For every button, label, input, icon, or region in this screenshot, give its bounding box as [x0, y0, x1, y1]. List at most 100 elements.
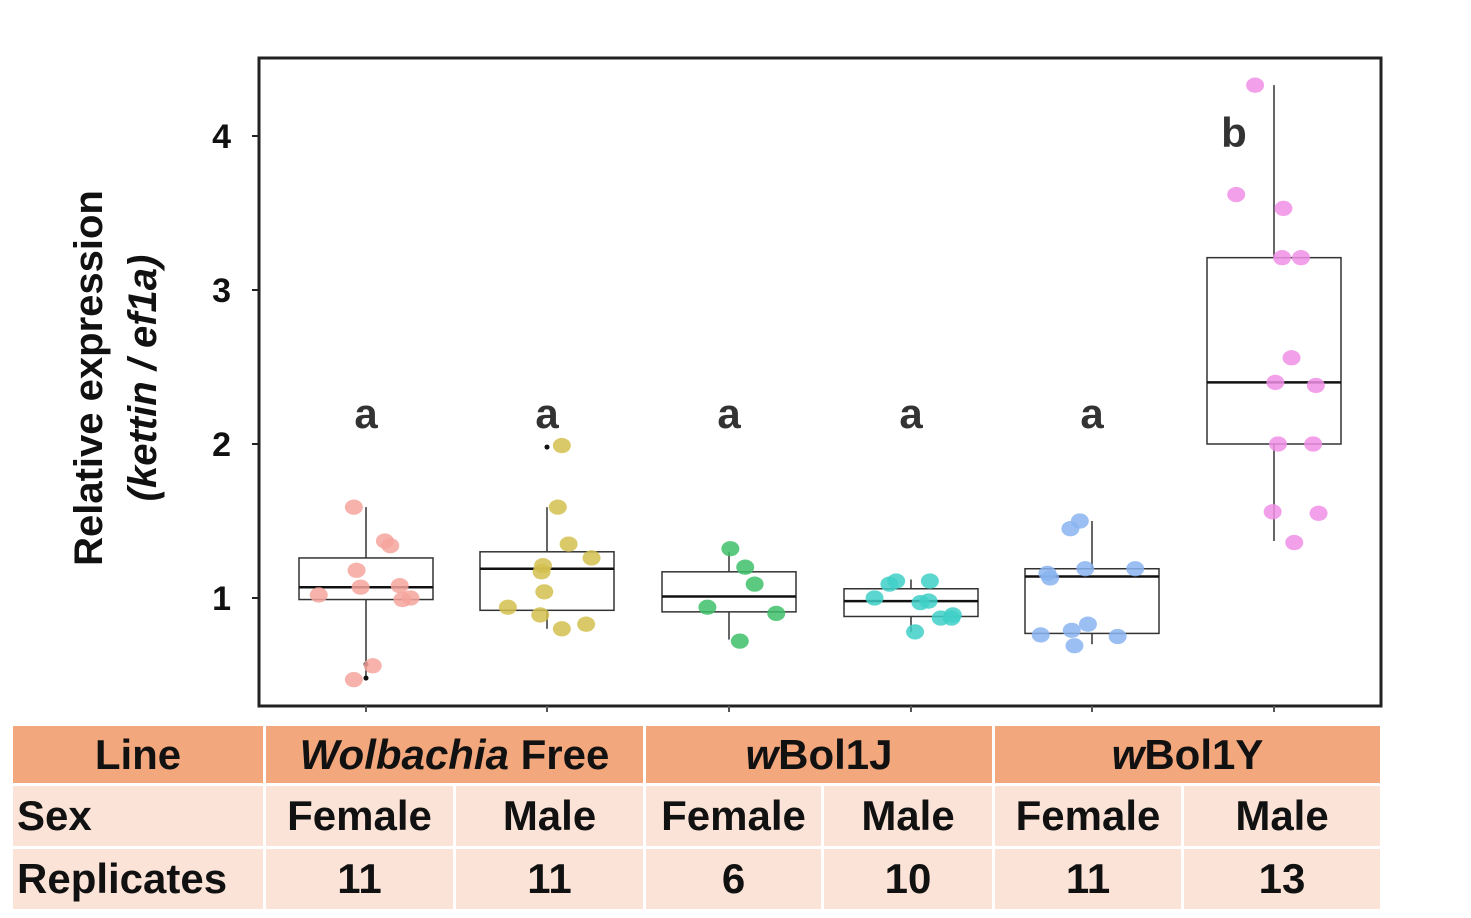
outlier-point	[544, 444, 550, 450]
group-2: a	[479, 390, 615, 637]
line-name-italic: w	[1111, 730, 1145, 778]
plot-frame	[257, 56, 1383, 708]
data-point	[344, 499, 363, 515]
y-tick-label: 3	[212, 272, 231, 310]
data-point	[887, 573, 906, 589]
data-point	[1070, 513, 1089, 529]
data-point	[736, 559, 755, 575]
sex-cell: Female	[266, 786, 453, 846]
data-point	[390, 578, 409, 594]
data-point	[1076, 561, 1095, 577]
data-point	[577, 616, 596, 632]
data-point	[942, 610, 961, 626]
data-point	[498, 599, 517, 615]
data-point	[363, 658, 382, 674]
line-header: Line	[13, 726, 263, 783]
group-4: a	[843, 390, 979, 640]
significance-letter: a	[899, 390, 923, 437]
sex-cell: Female	[646, 786, 821, 846]
group-1: a	[298, 390, 434, 688]
replicates-cell: 10	[824, 849, 993, 909]
sex-header: Sex	[13, 786, 263, 846]
data-point	[865, 590, 884, 606]
data-point	[552, 621, 571, 637]
data-point	[1266, 374, 1285, 391]
data-point	[919, 593, 938, 609]
significance-letter: a	[354, 390, 378, 437]
data-point	[552, 437, 571, 454]
line-name-rest: Bol1J	[778, 730, 893, 778]
replicates-cell: 6	[646, 849, 821, 909]
data-point	[344, 671, 363, 688]
group-6: b	[1206, 77, 1342, 551]
sex-cell: Male	[824, 786, 993, 846]
data-point	[767, 605, 786, 622]
significance-letter: a	[1080, 390, 1104, 437]
y-axis-label: Relative expression	[67, 190, 111, 566]
replicates-header: Replicates	[13, 849, 263, 909]
line-wbol1y: wBol1Y	[995, 726, 1381, 783]
data-point	[531, 607, 550, 623]
data-point	[906, 624, 925, 640]
data-point	[1062, 622, 1081, 638]
data-point	[1263, 504, 1282, 520]
sex-row: Sex Female Male Female Male Female Male	[13, 786, 1381, 846]
data-point	[730, 633, 749, 649]
data-point	[532, 564, 551, 580]
y-tick-label: 2	[212, 426, 231, 464]
data-point	[559, 536, 578, 552]
data-point	[698, 599, 717, 615]
data-point	[1285, 534, 1304, 551]
y-tick-label: 4	[212, 118, 231, 156]
data-point	[1292, 250, 1310, 266]
line-name-italic: Wolbachia	[299, 730, 509, 778]
iqr-box	[843, 588, 979, 618]
y-axis: 1 2 3 4	[212, 118, 259, 618]
data-point	[582, 550, 601, 566]
data-point	[1282, 350, 1301, 366]
significance-letter: a	[717, 390, 741, 437]
data-point	[1246, 77, 1265, 93]
data-point	[745, 576, 764, 592]
data-point	[1304, 436, 1323, 452]
data-point	[1273, 250, 1292, 266]
group-legend-table: Line Wolbachia Free wBol1J wBol1Y Sex Fe…	[10, 723, 1383, 912]
significance-letter: b	[1221, 109, 1247, 156]
y-tick-label: 1	[212, 580, 231, 618]
plot-area: a a a a a b	[298, 77, 1342, 688]
data-point	[1309, 505, 1328, 521]
line-name-italic: w	[745, 730, 779, 778]
sex-cell: Female	[995, 786, 1182, 846]
data-point	[1108, 628, 1127, 645]
group-5: a	[1024, 390, 1160, 654]
group-3: a	[661, 390, 797, 649]
sex-cell: Male	[1184, 786, 1381, 846]
replicates-cell: 11	[995, 849, 1182, 909]
replicates-cell: 11	[266, 849, 453, 909]
significance-letter: a	[535, 390, 559, 437]
line-wbol1j: wBol1J	[646, 726, 993, 783]
data-point	[920, 573, 939, 589]
data-point	[1274, 200, 1293, 217]
data-point	[721, 541, 740, 557]
iqr-box	[298, 557, 434, 601]
data-point	[535, 584, 554, 600]
data-point	[309, 587, 328, 603]
outlier-point	[363, 675, 369, 681]
replicates-cell: 11	[456, 849, 643, 909]
replicates-cell: 13	[1184, 849, 1381, 909]
data-point	[548, 499, 567, 515]
box-plot-chart: 1 2 3 4 a a a a a b Relative expression (kettin …	[67, 56, 1383, 712]
data-point	[1065, 638, 1084, 654]
data-point	[1041, 570, 1060, 586]
data-point	[1078, 616, 1097, 632]
y-axis-label-line2: (kettin / ef1a)	[121, 255, 165, 502]
line-name-rest: Free	[508, 730, 610, 778]
iqr-box	[1206, 256, 1342, 445]
sex-cell: Male	[456, 786, 643, 846]
data-point	[1269, 436, 1288, 452]
data-point	[351, 579, 370, 595]
line-row: Line Wolbachia Free wBol1J wBol1Y	[13, 726, 1381, 783]
x-axis-ticks	[365, 706, 1275, 712]
data-point	[1031, 627, 1050, 643]
